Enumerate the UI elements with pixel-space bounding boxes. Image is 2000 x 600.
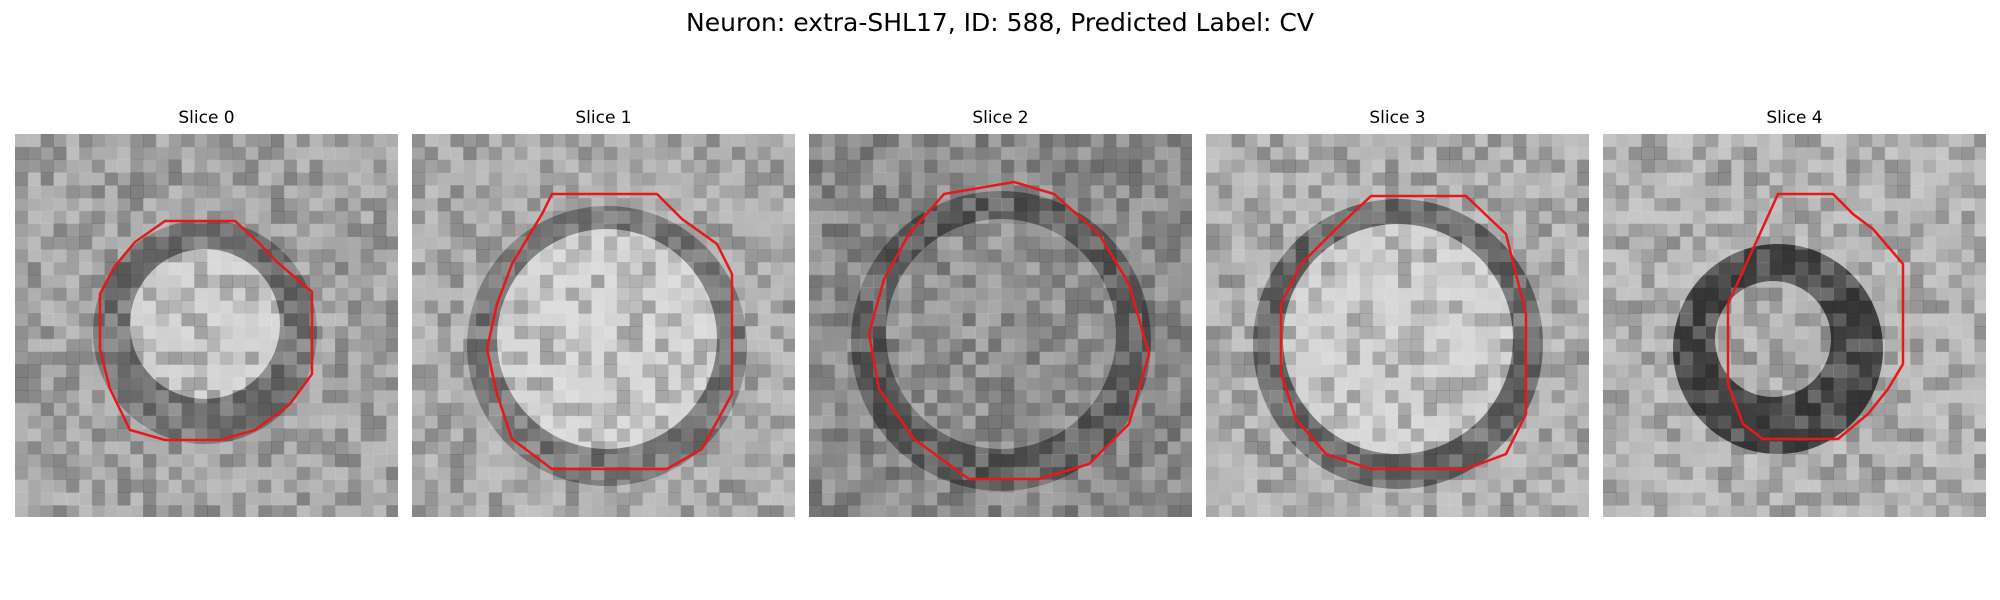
- slice-title: Slice 2: [972, 108, 1029, 128]
- slice-image: [15, 134, 398, 517]
- slice-image: [809, 134, 1192, 517]
- slice-image: [1603, 134, 1986, 517]
- slice-title: Slice 1: [575, 108, 632, 128]
- segmentation-contour: [867, 180, 1151, 481]
- slice-image-svg: [809, 134, 1192, 517]
- slice-image-svg: [15, 134, 398, 517]
- slice-image-svg: [1603, 134, 1986, 517]
- slice-image-svg: [412, 134, 795, 517]
- figure-title: Neuron: extra-SHL17, ID: 588, Predicted …: [686, 8, 1314, 37]
- segmentation-contour: [485, 192, 734, 471]
- slice-title: Slice 0: [178, 108, 235, 128]
- slice-image: [412, 134, 795, 517]
- slice-title: Slice 3: [1369, 108, 1426, 128]
- segmentation-contour: [98, 219, 314, 442]
- segmentation-contour: [1279, 194, 1528, 471]
- slice-title: Slice 4: [1766, 108, 1823, 128]
- segmentation-contour: [1726, 192, 1905, 441]
- slice-image: [1206, 134, 1589, 517]
- slice-image-svg: [1206, 134, 1589, 517]
